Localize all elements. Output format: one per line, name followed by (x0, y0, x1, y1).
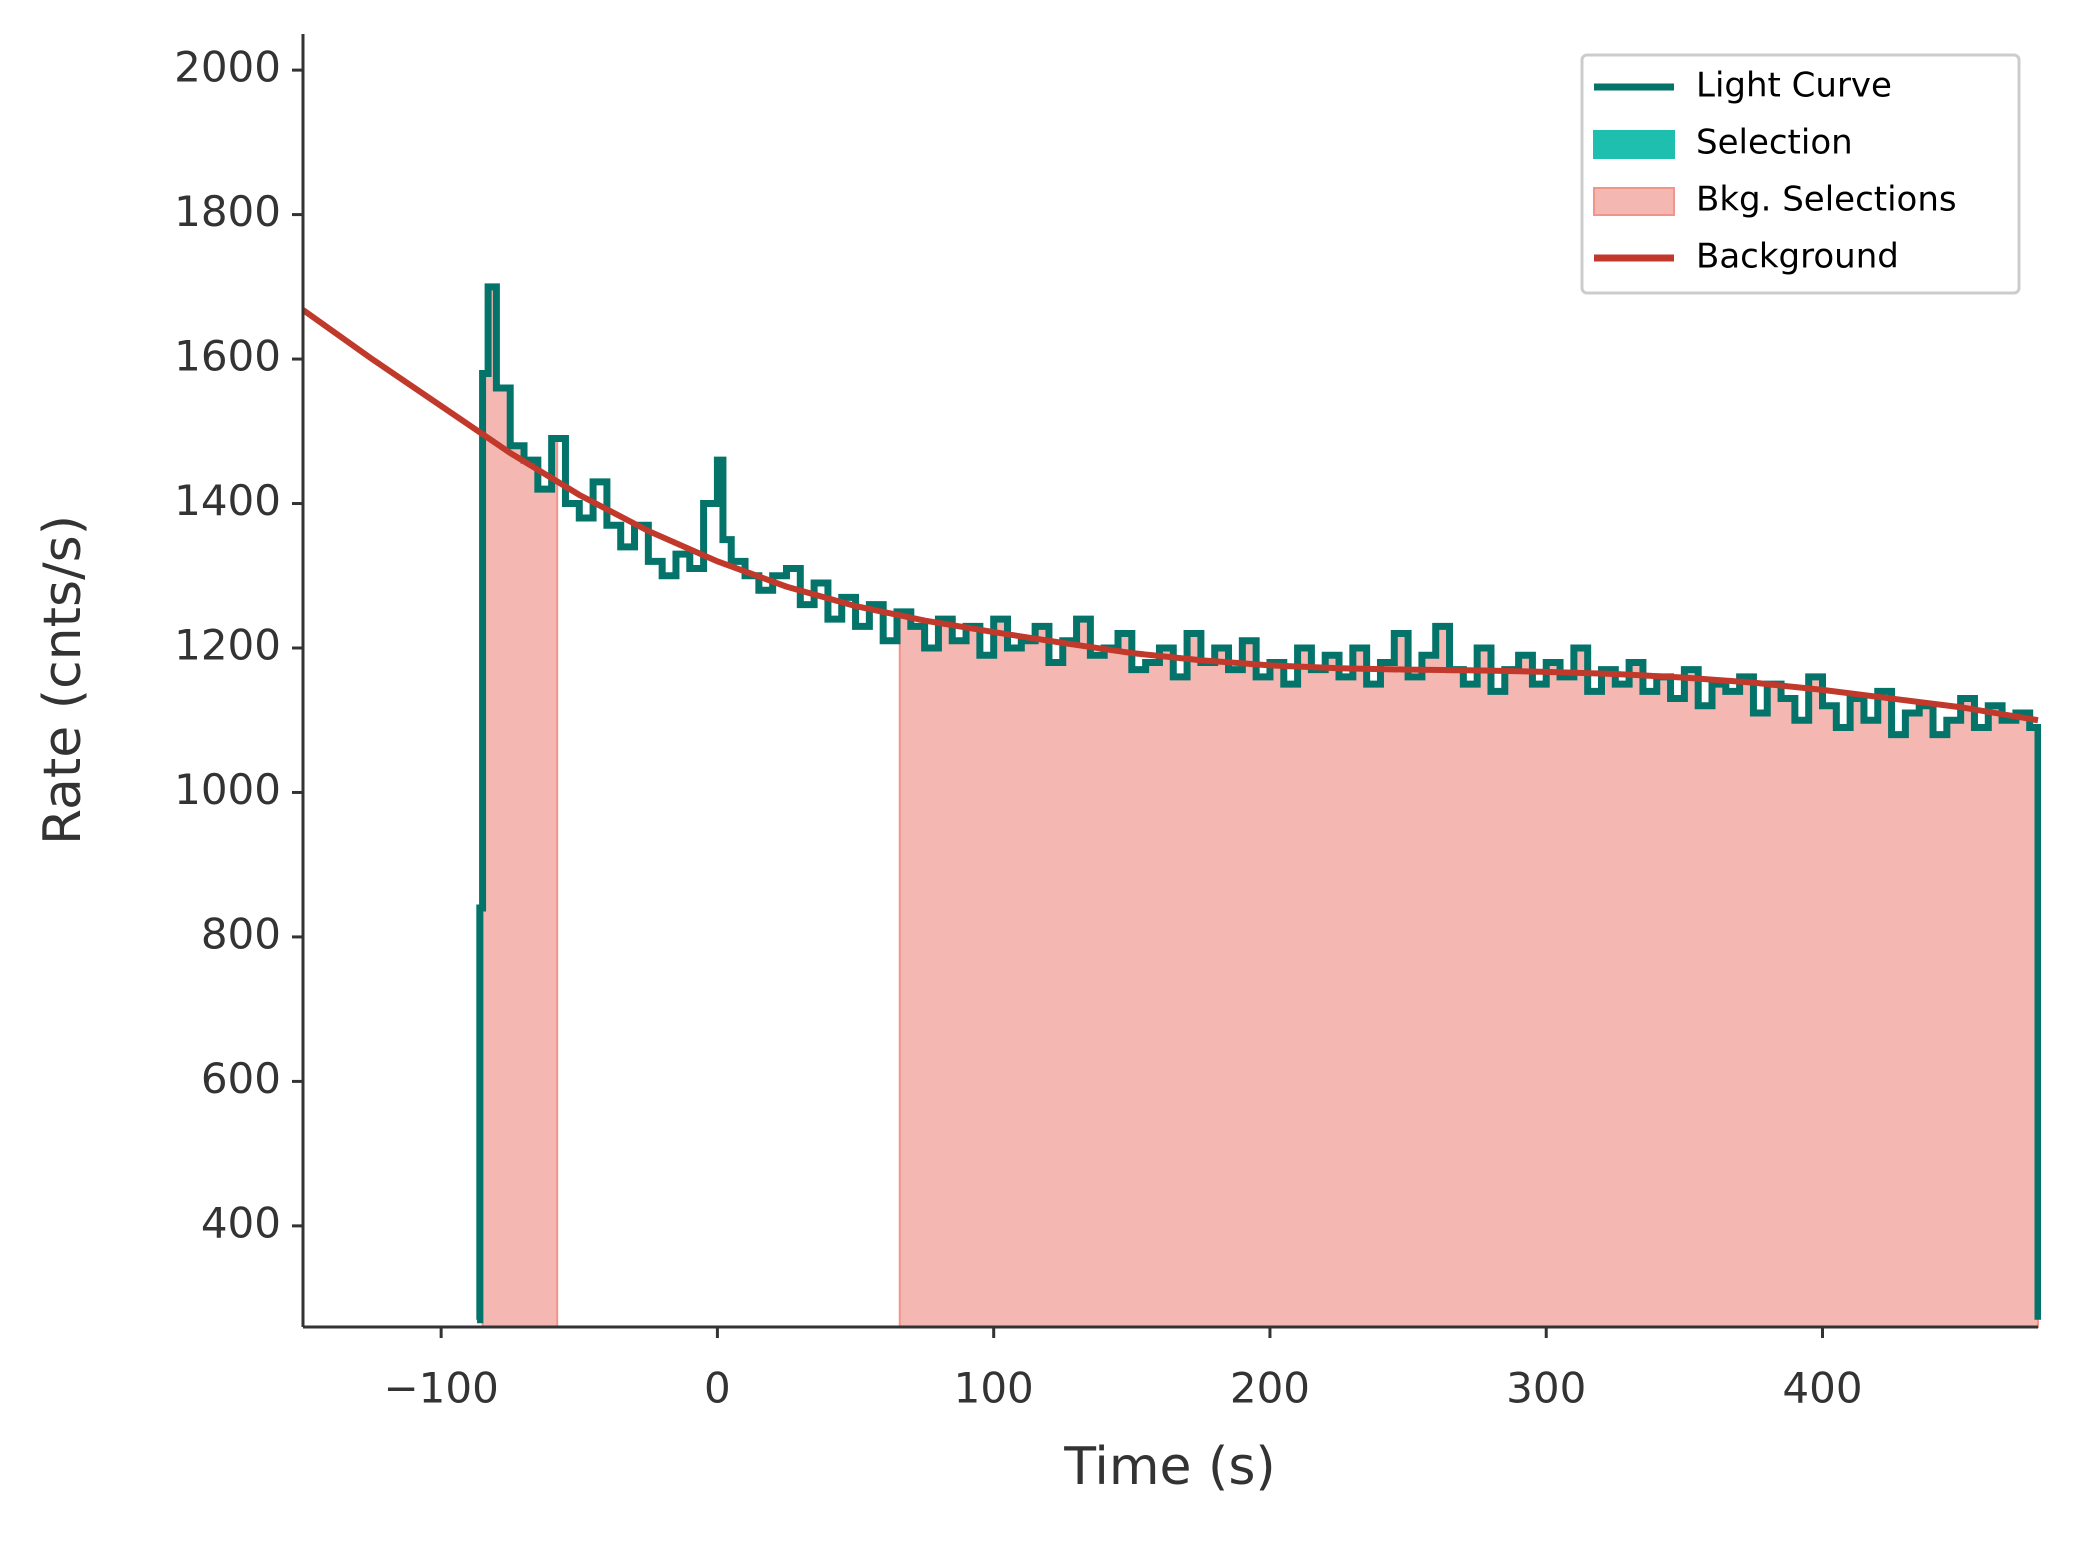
x-axis-label: Time (s) (1063, 1437, 1275, 1497)
legend-label: Background (1696, 237, 1899, 277)
mask (2041, 0, 2073, 1540)
legend-swatch (1593, 187, 1675, 216)
y-tick-label: 600 (201, 1054, 281, 1103)
x-tick-label: 200 (1230, 1364, 1310, 1413)
background-curve (301, 307, 2039, 724)
legend-label: Selection (1696, 123, 1853, 163)
x-tick-label: 300 (1506, 1364, 1586, 1413)
legend-label: Light Curve (1696, 66, 1892, 106)
legend-box (1580, 53, 2021, 295)
x-tick-label: 400 (1782, 1364, 1862, 1413)
mask (0, 0, 302, 1540)
x-tick-label: −100 (383, 1364, 498, 1413)
y-tick-label: 2000 (174, 43, 281, 92)
y-tick-label: 1800 (174, 187, 281, 236)
y-tick-label: 1000 (174, 765, 281, 814)
y-tick-label: 1200 (174, 620, 281, 669)
y-tick-label: 400 (201, 1198, 281, 1247)
y-tick-label: 1600 (174, 332, 281, 381)
y-tick-label: 800 (201, 909, 281, 958)
legend-label: Bkg. Selections (1696, 180, 1957, 220)
mask (0, 1328, 2073, 1540)
y-axis-label: Rate (cnts/s) (33, 515, 93, 845)
x-tick-label: 0 (704, 1364, 731, 1413)
legend-swatch (1593, 130, 1675, 159)
x-tick-label: 100 (954, 1364, 1034, 1413)
y-tick-label: 1400 (174, 476, 281, 525)
